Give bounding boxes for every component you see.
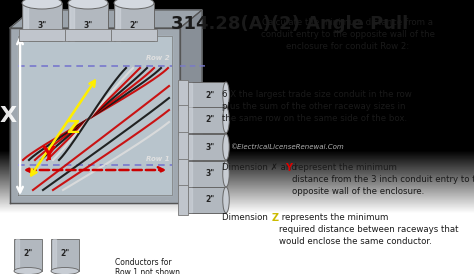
Bar [188, 161, 226, 187]
Text: 3": 3" [205, 142, 215, 152]
Bar [178, 159, 188, 189]
Polygon shape [53, 239, 56, 271]
Ellipse shape [223, 161, 229, 187]
Text: represents the minimum
required distance between raceways that
would enclose the: represents the minimum required distance… [279, 213, 458, 246]
Bar [178, 105, 188, 135]
Text: 2": 2" [205, 90, 215, 99]
Text: represent the minimum
distance from the 3 inch conduit entry to the
opposite wal: represent the minimum distance from the … [292, 163, 474, 196]
Text: Y: Y [285, 163, 292, 173]
Bar [65, 29, 111, 41]
Text: X: X [0, 105, 17, 125]
Polygon shape [16, 239, 19, 271]
Bar [14, 239, 42, 271]
Text: Row 2: Row 2 [146, 55, 170, 61]
Polygon shape [188, 108, 192, 132]
Text: Z: Z [66, 119, 80, 137]
Text: 3": 3" [83, 21, 92, 30]
Bar [178, 80, 188, 110]
Text: 6 X the largest trade size conduit in the row
plus the sum of the other raceway : 6 X the largest trade size conduit in th… [222, 90, 412, 122]
Ellipse shape [223, 187, 229, 213]
Polygon shape [188, 135, 192, 159]
Bar [188, 107, 226, 133]
Bar [51, 239, 79, 271]
Polygon shape [10, 28, 180, 203]
Text: 2": 2" [205, 196, 215, 204]
Polygon shape [70, 3, 74, 41]
Text: 2": 2" [60, 249, 70, 258]
Polygon shape [188, 83, 192, 107]
Text: 2": 2" [23, 249, 33, 258]
Ellipse shape [22, 0, 62, 9]
Text: Dimension ✗ and: Dimension ✗ and [222, 163, 300, 172]
Text: Conductors for
Row 1 not shown: Conductors for Row 1 not shown [115, 258, 180, 274]
Text: Z: Z [272, 213, 279, 223]
Ellipse shape [114, 0, 154, 9]
Ellipse shape [223, 107, 229, 133]
Polygon shape [10, 10, 202, 28]
Ellipse shape [223, 134, 229, 160]
Bar [19, 29, 65, 41]
Polygon shape [180, 10, 202, 203]
Text: Row 1: Row 1 [146, 156, 170, 162]
Bar [188, 82, 226, 108]
Bar [68, 3, 108, 41]
Bar [22, 3, 62, 41]
Bar [114, 3, 154, 41]
Text: 2": 2" [129, 21, 138, 30]
Text: 2": 2" [205, 116, 215, 124]
Text: ©ElectricalLicenseRenewal.Com: ©ElectricalLicenseRenewal.Com [230, 144, 344, 150]
Polygon shape [188, 188, 192, 212]
Bar [188, 187, 226, 213]
Text: 314.28(A)(2) Angle Pull: 314.28(A)(2) Angle Pull [172, 15, 409, 33]
Text: Dimension: Dimension [222, 213, 271, 222]
Bar [111, 29, 157, 41]
Ellipse shape [68, 0, 108, 9]
Ellipse shape [51, 267, 79, 274]
Text: 3": 3" [37, 21, 46, 30]
Ellipse shape [223, 82, 229, 108]
Polygon shape [18, 36, 172, 195]
Bar [178, 132, 188, 162]
Bar [188, 134, 226, 160]
Text: Y: Y [41, 145, 55, 164]
Ellipse shape [14, 267, 42, 274]
Polygon shape [116, 3, 120, 41]
Polygon shape [24, 3, 28, 41]
Text: Calculate the minimum distance from a
conduit entry to the opposite wall of the
: Calculate the minimum distance from a co… [261, 18, 435, 51]
Polygon shape [188, 162, 192, 186]
Bar [178, 185, 188, 215]
Text: 3": 3" [205, 170, 215, 178]
